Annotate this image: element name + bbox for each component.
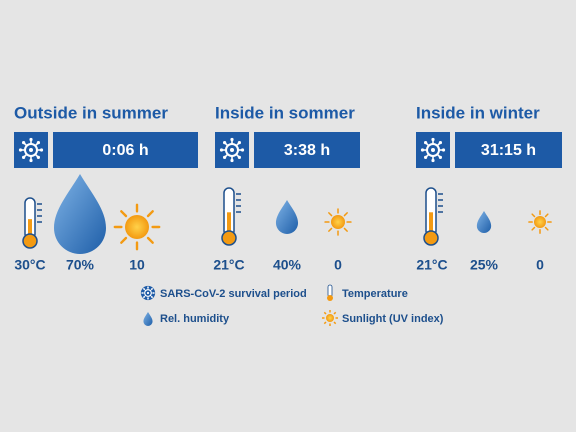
panel: Inside in sommer 3:38 h 21°C 40% 0 bbox=[213, 103, 360, 273]
sun-ray bbox=[544, 226, 549, 231]
panel-title: Inside in sommer bbox=[215, 103, 355, 122]
sun-ray bbox=[120, 210, 128, 218]
legend-humidity: Rel. humidity bbox=[160, 313, 230, 325]
thermometer-mercury bbox=[28, 219, 32, 243]
sun-ray bbox=[531, 213, 536, 218]
legend-temperature: Temperature bbox=[342, 288, 408, 300]
thermometer-mercury bbox=[227, 212, 231, 240]
virus-icon bbox=[17, 136, 45, 164]
sun-ray bbox=[146, 210, 154, 218]
thermometer-bulb bbox=[22, 233, 38, 249]
thermometer-bulb bbox=[423, 230, 439, 246]
humidity-value: 25% bbox=[470, 257, 499, 273]
time-box bbox=[254, 132, 360, 168]
temperature-value: 21°C bbox=[416, 257, 447, 273]
sun-ray bbox=[343, 212, 348, 217]
sun-ray bbox=[146, 236, 154, 244]
panel: Inside in winter 31:15 h 21°C 25% 0 bbox=[416, 103, 562, 273]
sun-icon bbox=[322, 310, 338, 326]
survival-time: 3:38 h bbox=[284, 142, 330, 159]
virus-icon bbox=[419, 136, 447, 164]
humidity-drop bbox=[476, 211, 492, 233]
sun-disc bbox=[125, 215, 149, 239]
sun-ray bbox=[343, 227, 348, 232]
thermometer-mercury bbox=[429, 212, 433, 240]
sun-ray bbox=[328, 227, 333, 232]
sun-disc bbox=[331, 215, 345, 229]
drop-icon bbox=[143, 312, 153, 326]
virus-icon bbox=[218, 136, 246, 164]
legend: SARS-CoV-2 survival period Temperature R… bbox=[140, 284, 444, 326]
legend-virus: SARS-CoV-2 survival period bbox=[160, 288, 307, 300]
survival-time: 0:06 h bbox=[102, 142, 148, 159]
humidity-drop bbox=[54, 174, 106, 255]
legend-sunlight: Sunlight (UV index) bbox=[342, 313, 444, 325]
time-box bbox=[455, 132, 562, 168]
uv-value: 0 bbox=[334, 257, 342, 273]
virus-symbol bbox=[17, 136, 45, 164]
virus-icon bbox=[140, 285, 156, 301]
temperature-value: 21°C bbox=[213, 257, 244, 273]
sun-disc bbox=[534, 216, 546, 228]
panel: Outside in summer 0:06 h 30°C 70% 10 bbox=[14, 103, 198, 273]
humidity-value: 70% bbox=[66, 257, 95, 273]
temperature-value: 30°C bbox=[14, 257, 45, 273]
sun-ray bbox=[531, 226, 536, 231]
humidity-value: 40% bbox=[273, 257, 302, 273]
survival-time: 31:15 h bbox=[481, 142, 536, 159]
panel-title: Inside in winter bbox=[416, 103, 540, 122]
sun-ray bbox=[328, 212, 333, 217]
virus-symbol bbox=[218, 136, 246, 164]
sun-ray bbox=[120, 236, 128, 244]
thermometer-bulb bbox=[221, 230, 237, 246]
uv-value: 10 bbox=[129, 257, 145, 273]
humidity-drop bbox=[275, 200, 299, 234]
virus-symbol bbox=[419, 136, 447, 164]
uv-value: 0 bbox=[536, 257, 544, 273]
thermometer-icon bbox=[327, 284, 333, 301]
sun-ray bbox=[544, 213, 549, 218]
time-box bbox=[53, 132, 198, 168]
panel-title: Outside in summer bbox=[14, 103, 168, 122]
